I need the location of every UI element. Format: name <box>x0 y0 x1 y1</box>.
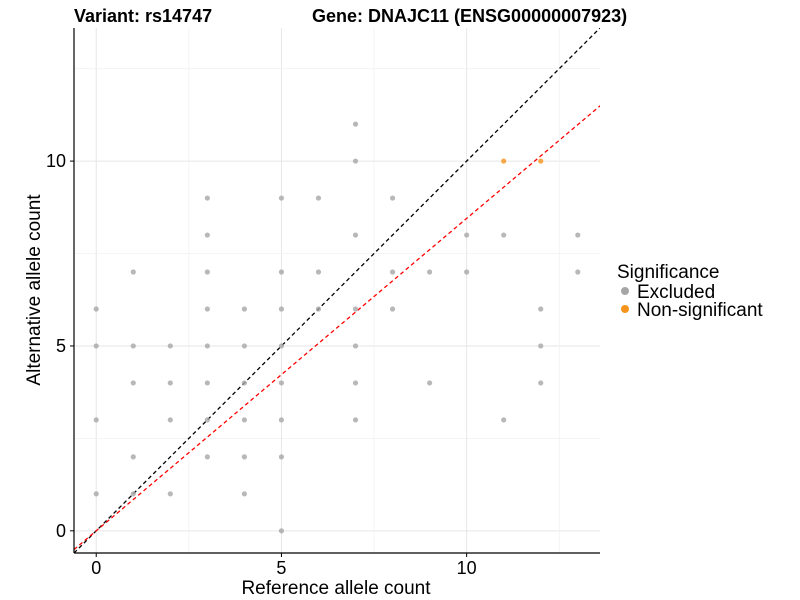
data-point-excluded <box>278 306 285 312</box>
data-point-excluded <box>130 380 136 386</box>
data-point-excluded <box>278 528 285 534</box>
data-point-excluded <box>204 195 210 201</box>
data-point-excluded <box>352 158 359 164</box>
data-point-excluded <box>167 491 173 497</box>
data-point-excluded <box>93 306 99 312</box>
data-point-excluded <box>575 232 581 238</box>
data-point-excluded <box>352 121 359 127</box>
data-point-excluded <box>204 269 210 275</box>
data-point-excluded <box>538 380 544 386</box>
fitted-reference-line <box>74 105 600 551</box>
data-point-excluded <box>427 380 433 386</box>
data-point-excluded <box>315 269 322 275</box>
data-point-excluded <box>241 343 247 349</box>
data-point-excluded <box>538 343 544 349</box>
legend: Significance Excluded Non-significant <box>617 262 763 321</box>
data-point-excluded <box>167 417 173 423</box>
data-point-excluded <box>278 417 285 423</box>
data-point-excluded <box>241 417 247 423</box>
data-point-excluded <box>130 343 136 349</box>
data-point-excluded <box>278 269 285 275</box>
data-point-excluded <box>278 195 285 201</box>
legend-swatch-excluded <box>621 287 629 295</box>
data-point-excluded <box>352 232 359 238</box>
data-point-excluded <box>130 491 136 497</box>
data-points <box>93 121 581 534</box>
data-point-excluded <box>204 417 210 423</box>
data-point-excluded <box>130 454 136 460</box>
y-tick-label: 5 <box>56 336 66 356</box>
x-tick-label: 0 <box>91 558 101 578</box>
data-point-excluded <box>538 306 544 312</box>
x-tick-label: 10 <box>457 558 477 578</box>
chart-title-variant: Variant: rs14747 <box>74 6 212 26</box>
data-point-excluded <box>278 380 285 386</box>
data-point-excluded <box>130 269 136 275</box>
data-point-excluded <box>352 306 359 312</box>
chart-title-gene: Gene: DNAJC11 (ENSG00000007923) <box>312 6 627 26</box>
data-point-excluded <box>93 343 99 349</box>
data-point-excluded <box>464 232 470 238</box>
data-point-non-significant <box>538 158 544 164</box>
data-point-excluded <box>389 306 396 312</box>
data-point-excluded <box>241 380 247 386</box>
data-point-excluded <box>204 232 210 238</box>
legend-label-excluded: Excluded <box>637 282 715 303</box>
data-point-excluded <box>389 195 396 201</box>
identity-reference-line <box>74 28 600 553</box>
data-point-excluded <box>204 306 210 312</box>
y-axis-label: Alternative allele count <box>24 194 45 386</box>
legend-swatch-non-significant <box>621 305 629 313</box>
axes: 0 5 10 0 5 10 <box>46 28 600 578</box>
data-point-excluded <box>352 417 359 423</box>
data-point-excluded <box>93 417 99 423</box>
data-point-excluded <box>204 454 210 460</box>
data-point-excluded <box>389 269 396 275</box>
data-point-excluded <box>241 454 247 460</box>
data-point-excluded <box>278 454 285 460</box>
data-point-excluded <box>575 269 581 275</box>
data-point-excluded <box>352 343 359 349</box>
y-tick-label: 0 <box>56 521 66 541</box>
data-point-excluded <box>167 343 173 349</box>
reference-lines <box>74 28 600 553</box>
y-tick-label: 10 <box>46 151 66 171</box>
data-point-excluded <box>352 380 359 386</box>
x-tick-label: 5 <box>276 558 286 578</box>
x-axis-label: Reference allele count <box>241 578 431 599</box>
data-point-excluded <box>167 380 173 386</box>
data-point-excluded <box>278 343 285 349</box>
data-point-excluded <box>501 232 507 238</box>
data-point-excluded <box>427 269 433 275</box>
legend-label-non-significant: Non-significant <box>637 300 763 321</box>
data-point-excluded <box>464 269 470 275</box>
data-point-excluded <box>241 491 247 497</box>
data-point-excluded <box>204 343 210 349</box>
data-point-excluded <box>204 380 210 386</box>
data-point-non-significant <box>501 158 507 164</box>
data-point-excluded <box>93 491 99 497</box>
legend-title: Significance <box>617 262 719 283</box>
grid-lines <box>74 28 600 553</box>
data-point-excluded <box>315 306 322 312</box>
data-point-excluded <box>501 417 507 423</box>
data-point-excluded <box>315 195 322 201</box>
data-point-excluded <box>241 306 247 312</box>
